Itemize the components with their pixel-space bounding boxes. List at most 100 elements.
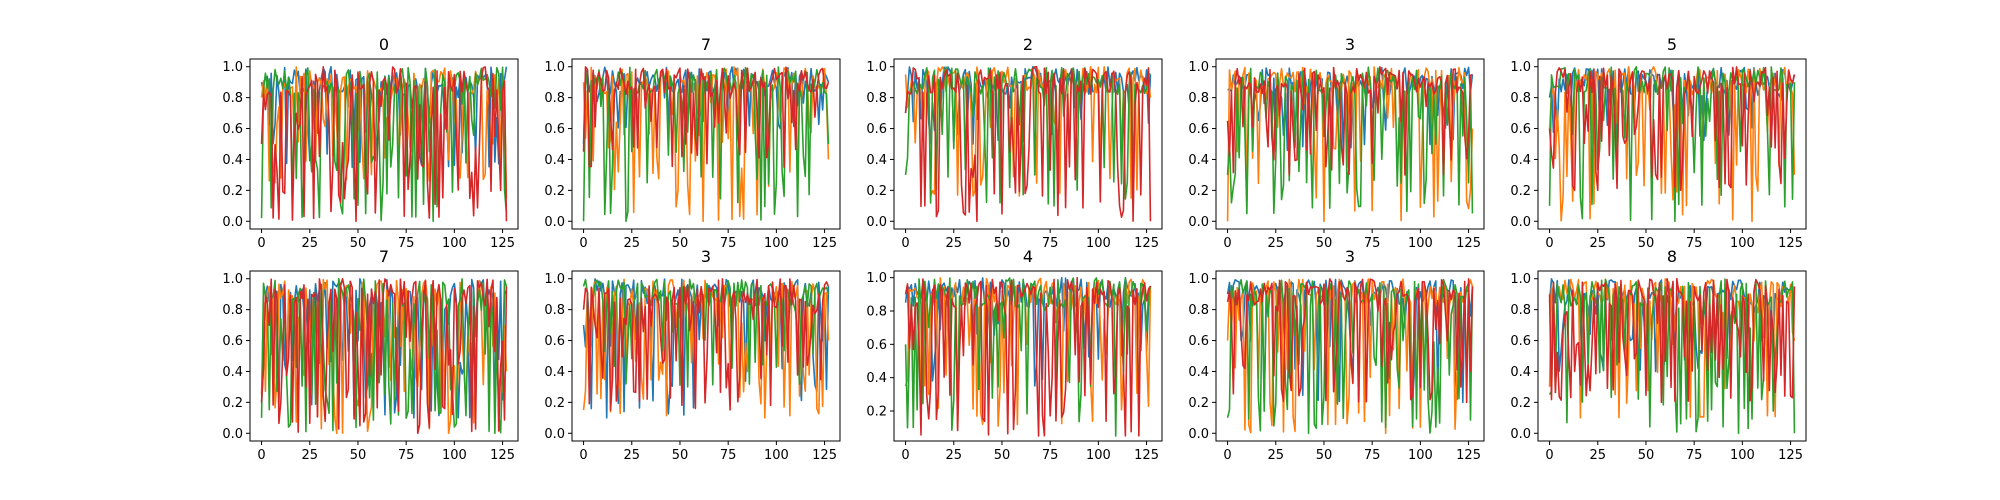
series-line-3 [1226,278,1474,404]
x-tick-label: 50 [1316,448,1333,463]
x-tick-label: 50 [672,448,689,463]
y-tick-label: 1.0 [1510,272,1531,287]
y-tick-label: 0.6 [866,338,887,353]
x-tick-label: 125 [1778,448,1803,463]
y-tick-label: 0.4 [222,153,243,168]
subplot-title: 3 [701,247,711,266]
x-tick-label: 25 [1589,236,1606,251]
x-tick-label: 0 [1545,448,1553,463]
subplot-6: 3 0 25 50 75 100 125 0.0 0.2 0.4 0.6 0.8 1.0 [544,247,841,463]
x-tick-label: 50 [1638,236,1655,251]
series-line-2 [260,66,508,223]
y-tick-label: 0.6 [544,122,565,137]
x-tick-label: 0 [1223,448,1231,463]
axes-frame [249,58,519,230]
y-tick-label: 0.4 [544,153,565,168]
series-line-3 [582,66,830,168]
y-tick-label: 0.8 [866,91,887,106]
x-tick-label: 100 [1086,236,1111,251]
y-tick-label: 0.4 [866,153,887,168]
y-tick-label: 0.2 [544,396,565,411]
x-tick-label: 25 [623,448,640,463]
subplot-5: 7 0 25 50 75 100 125 0.0 0.2 0.4 0.6 0.8 1.0 [222,247,519,463]
y-tick-label: 0.2 [866,405,887,420]
x-tick-label: 125 [490,236,515,251]
axes-frame [571,58,841,230]
series-line-2 [260,277,508,435]
series-line-3 [260,277,508,435]
x-tick-label: 0 [257,448,265,463]
x-tick-label: 100 [764,236,789,251]
x-tick-label: 125 [490,448,515,463]
x-tick-label: 125 [1456,448,1481,463]
subplot-9: 8 0 25 50 75 100 125 0.0 0.2 0.4 0.6 0.8 1.0 [1510,247,1807,463]
y-tick-label: 0.8 [544,91,565,106]
x-tick-label: 25 [301,236,318,251]
series-line-1 [1226,66,1474,223]
x-tick-label: 125 [1134,448,1159,463]
y-tick-label: 0.0 [1510,215,1531,230]
x-tick-label: 25 [1267,448,1284,463]
x-tick-label: 50 [1316,236,1333,251]
y-tick-label: 0.0 [222,427,243,442]
series-line-3 [260,66,508,223]
x-tick-label: 50 [1638,448,1655,463]
y-tick-label: 0.8 [222,91,243,106]
y-tick-label: 0.6 [866,122,887,137]
series-line-3 [904,66,1152,223]
series-line-2 [1548,65,1796,223]
y-tick-label: 0.6 [544,334,565,349]
y-tick-label: 1.0 [544,60,565,75]
y-tick-label: 0.6 [222,122,243,137]
y-tick-label: 0.4 [222,365,243,380]
y-tick-label: 1.0 [866,271,887,286]
x-tick-label: 75 [1042,236,1059,251]
y-tick-label: 0.4 [1188,153,1209,168]
x-tick-label: 50 [994,448,1011,463]
y-tick-label: 1.0 [1188,272,1209,287]
x-tick-label: 125 [812,448,837,463]
axes-frame [571,270,841,442]
series-line-2 [1226,278,1474,435]
y-tick-label: 0.4 [1510,153,1531,168]
series-line-3 [1548,277,1796,404]
y-tick-label: 0.8 [1188,91,1209,106]
y-tick-label: 0.4 [1510,365,1531,380]
x-tick-label: 0 [901,448,909,463]
subplot-title: 8 [1667,247,1677,266]
series-line-3 [904,276,1152,437]
subplot-title: 7 [701,35,711,54]
series-line-3 [1226,65,1473,176]
subplot-0: 0 0 25 50 75 100 125 0.0 0.2 0.4 0.6 0.8 1.0 [222,35,519,251]
subplot-1: 7 0 25 50 75 100 125 0.0 0.2 0.4 0.6 0.8 1.0 [544,35,841,251]
y-tick-label: 0.0 [222,215,243,230]
x-tick-label: 100 [1086,448,1111,463]
subplot-title: 7 [379,247,389,266]
y-tick-label: 0.4 [544,365,565,380]
x-tick-label: 50 [350,236,367,251]
y-tick-label: 1.0 [866,60,887,75]
subplot-7: 4 0 25 50 75 100 125 0.2 0.4 0.6 0.8 1.0 [866,247,1163,463]
x-tick-label: 75 [1364,236,1381,251]
y-tick-label: 0.2 [866,184,887,199]
subplot-3: 3 0 25 50 75 100 125 0.0 0.2 0.4 0.6 0.8 1.0 [1188,35,1485,251]
axes-frame [893,58,1163,230]
y-tick-label: 1.0 [1510,60,1531,75]
x-tick-label: 25 [301,448,318,463]
x-tick-label: 125 [1456,236,1481,251]
x-tick-label: 0 [1545,236,1553,251]
y-tick-label: 1.0 [544,272,565,287]
x-tick-label: 100 [442,448,467,463]
y-tick-label: 0.2 [1188,396,1209,411]
y-tick-label: 0.8 [866,305,887,320]
y-tick-label: 0.6 [1510,334,1531,349]
x-tick-label: 0 [1223,236,1231,251]
x-tick-label: 75 [1364,448,1381,463]
y-tick-label: 0.8 [1510,303,1531,318]
y-tick-label: 0.2 [1188,184,1209,199]
y-tick-label: 0.8 [544,303,565,318]
x-tick-label: 125 [1134,236,1159,251]
x-tick-label: 25 [623,236,640,251]
